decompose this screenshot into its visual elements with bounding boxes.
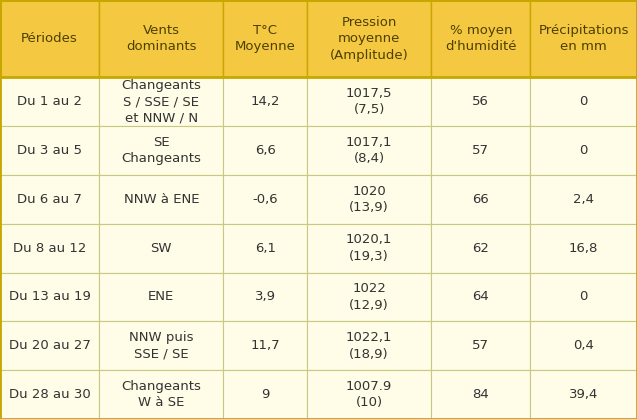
Text: 1017,5
(7,5): 1017,5 (7,5)	[346, 87, 392, 116]
Text: Changeants
S / SSE / SE
et NNW / N: Changeants S / SSE / SE et NNW / N	[121, 79, 201, 124]
Text: 2,4: 2,4	[573, 193, 594, 206]
Bar	[224, 126, 307, 175]
Text: Périodes: Périodes	[21, 32, 78, 45]
Text: SE
Changeants: SE Changeants	[121, 136, 201, 165]
Text: 66: 66	[473, 193, 489, 206]
Text: 9: 9	[261, 388, 269, 401]
Bar	[0, 272, 99, 321]
Text: 39,4: 39,4	[569, 388, 598, 401]
Bar	[99, 77, 224, 126]
Text: ENE: ENE	[148, 290, 175, 303]
Text: 56: 56	[472, 95, 489, 108]
Text: T°C
Moyenne: T°C Moyenne	[235, 24, 296, 53]
Bar	[99, 0, 224, 77]
Bar	[99, 175, 224, 224]
Bar	[431, 321, 531, 370]
Bar	[224, 224, 307, 272]
Text: Changeants
W à SE: Changeants W à SE	[121, 380, 201, 409]
Bar	[224, 370, 307, 419]
Text: Du 6 au 7: Du 6 au 7	[17, 193, 82, 206]
Bar	[431, 77, 531, 126]
Bar	[531, 175, 637, 224]
Bar	[224, 175, 307, 224]
Bar	[307, 175, 431, 224]
Bar	[0, 0, 99, 77]
Bar	[307, 77, 431, 126]
Bar	[307, 224, 431, 272]
Text: 3,9: 3,9	[255, 290, 276, 303]
Bar	[431, 0, 531, 77]
Text: 16,8: 16,8	[569, 242, 598, 255]
Bar	[531, 77, 637, 126]
Bar	[307, 272, 431, 321]
Bar	[0, 175, 99, 224]
Text: Du 3 au 5: Du 3 au 5	[17, 144, 82, 157]
Text: 0: 0	[580, 95, 588, 108]
Text: 1020
(13,9): 1020 (13,9)	[349, 184, 389, 214]
Bar	[99, 126, 224, 175]
Bar	[99, 272, 224, 321]
Text: -0,6: -0,6	[252, 193, 278, 206]
Bar	[0, 224, 99, 272]
Text: Précipitations
en mm: Précipitations en mm	[538, 24, 629, 53]
Text: SW: SW	[150, 242, 172, 255]
Text: Pression
moyenne
(Amplitude): Pression moyenne (Amplitude)	[330, 16, 408, 62]
Text: 11,7: 11,7	[250, 339, 280, 352]
Text: Du 8 au 12: Du 8 au 12	[13, 242, 86, 255]
Bar	[431, 175, 531, 224]
Bar	[307, 370, 431, 419]
Text: 0: 0	[580, 290, 588, 303]
Bar	[99, 321, 224, 370]
Text: 1020,1
(19,3): 1020,1 (19,3)	[346, 233, 392, 263]
Bar	[0, 77, 99, 126]
Bar	[531, 321, 637, 370]
Text: 84: 84	[473, 388, 489, 401]
Bar	[431, 370, 531, 419]
Text: 14,2: 14,2	[250, 95, 280, 108]
Text: Du 1 au 2: Du 1 au 2	[17, 95, 82, 108]
Text: Du 28 au 30: Du 28 au 30	[9, 388, 90, 401]
Bar	[531, 224, 637, 272]
Text: 0,4: 0,4	[573, 339, 594, 352]
Bar	[0, 126, 99, 175]
Text: 6,1: 6,1	[255, 242, 276, 255]
Bar	[531, 126, 637, 175]
Text: 57: 57	[472, 339, 489, 352]
Text: 64: 64	[473, 290, 489, 303]
Bar	[99, 370, 224, 419]
Text: 62: 62	[472, 242, 489, 255]
Text: % moyen
d'humidité: % moyen d'humidité	[445, 24, 517, 53]
Bar	[224, 0, 307, 77]
Bar	[531, 272, 637, 321]
Bar	[431, 224, 531, 272]
Bar	[224, 77, 307, 126]
Text: 1007.9
(10): 1007.9 (10)	[346, 380, 392, 409]
Bar	[99, 224, 224, 272]
Bar	[531, 370, 637, 419]
Bar	[307, 126, 431, 175]
Text: 1022,1
(18,9): 1022,1 (18,9)	[346, 331, 392, 360]
Text: NNW puis
SSE / SE: NNW puis SSE / SE	[129, 331, 194, 360]
Text: Du 20 au 27: Du 20 au 27	[9, 339, 90, 352]
Text: 1017,1
(8,4): 1017,1 (8,4)	[346, 136, 392, 165]
Text: 57: 57	[472, 144, 489, 157]
Text: Du 13 au 19: Du 13 au 19	[9, 290, 90, 303]
Bar	[531, 0, 637, 77]
Bar	[307, 321, 431, 370]
Text: 6,6: 6,6	[255, 144, 276, 157]
Text: NNW à ENE: NNW à ENE	[124, 193, 199, 206]
Bar	[224, 321, 307, 370]
Bar	[0, 321, 99, 370]
Text: 1022
(12,9): 1022 (12,9)	[349, 282, 389, 312]
Bar	[431, 272, 531, 321]
Bar	[224, 272, 307, 321]
Bar	[0, 0, 637, 77]
Bar	[0, 370, 99, 419]
Text: Vents
dominants: Vents dominants	[126, 24, 196, 53]
Bar	[307, 0, 431, 77]
Bar	[431, 126, 531, 175]
Text: 0: 0	[580, 144, 588, 157]
